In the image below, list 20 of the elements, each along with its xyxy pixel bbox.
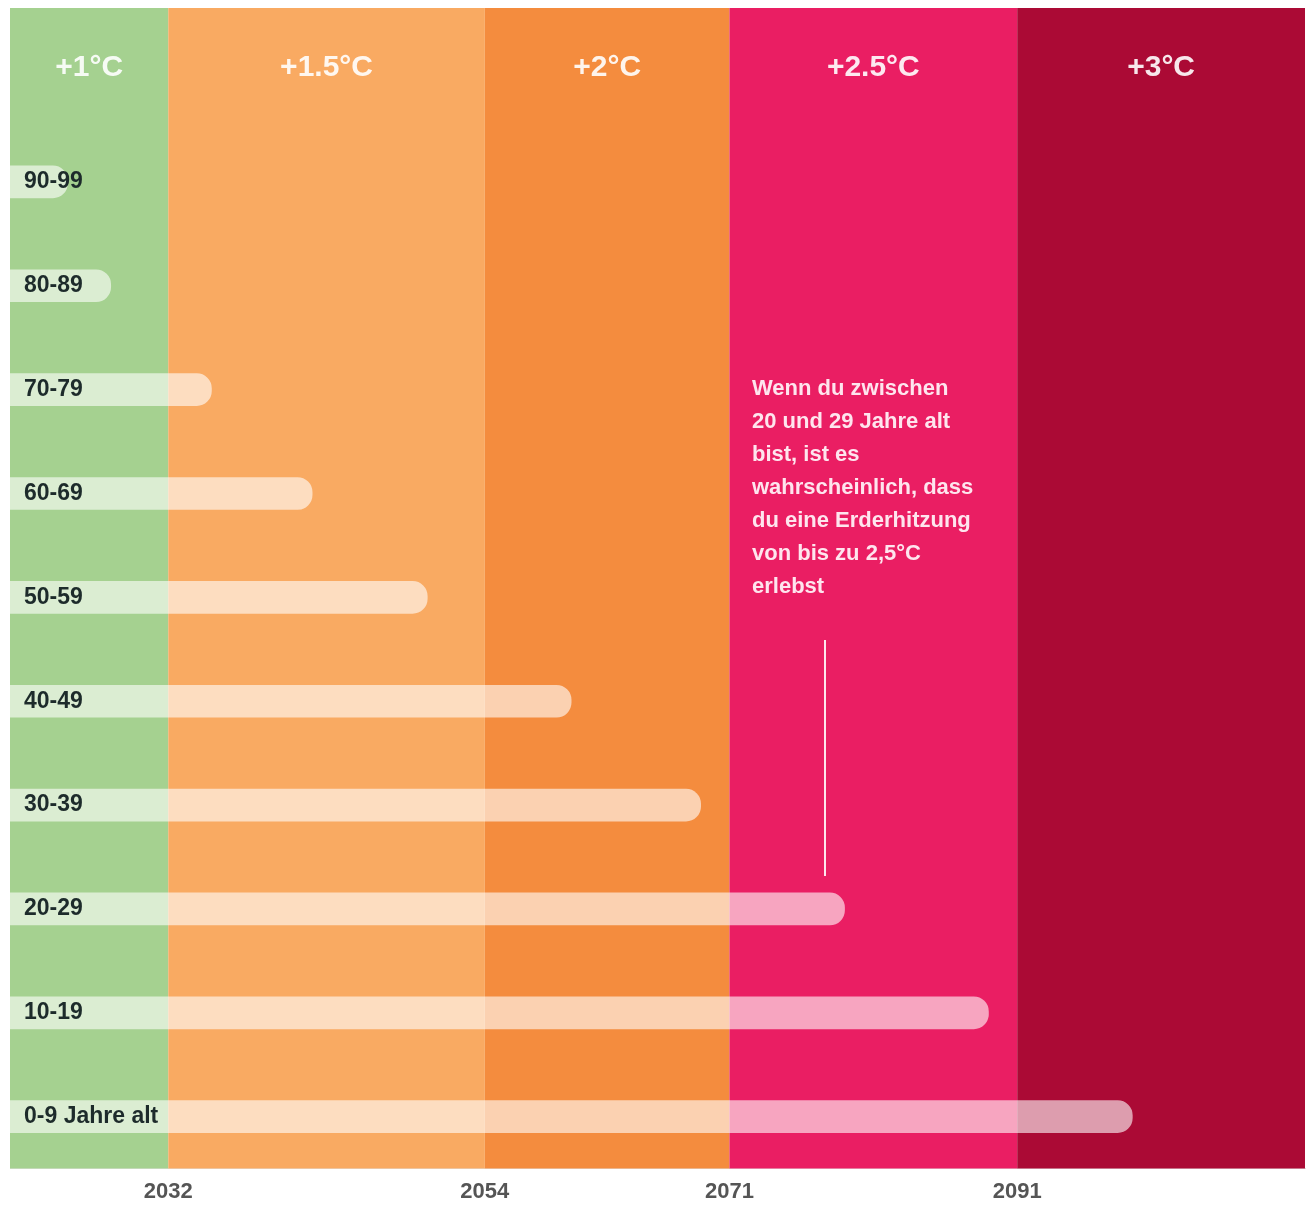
annotation: Wenn du zwischen 20 und 29 Jahre alt bist, ist es wahrscheinlich, dass du eine Erderhitzung von bis zu 2,5°C erlebst [751,375,974,599]
y-tick-label: 40-49 [24,686,83,713]
x-tick-label: 2071 [704,1177,754,1203]
y-tick-label: 0-9 Jahre alt [24,1102,159,1129]
band-label: +2.5°C [826,49,920,83]
y-tick-label: 90-99 [24,167,83,194]
x-tick-label: 2091 [992,1177,1042,1203]
y-tick-label: 10-19 [24,998,83,1025]
band-label: +1.5°C [280,49,373,83]
y-tick-label: 50-59 [24,582,83,609]
y-tick-label: 70-79 [24,374,83,401]
y-tick-label: 60-69 [24,478,83,505]
y-tick-label: 30-39 [24,790,83,817]
band-label: +1°C [55,49,124,83]
x-tick-label: 2032 [143,1177,193,1203]
y-tick-label: 20-29 [24,894,83,921]
band-label: +3°C [1127,49,1196,83]
band-label: +2°C [573,49,642,83]
x-tick-label: 2054 [460,1177,511,1203]
y-tick-label: 80-89 [24,271,83,298]
